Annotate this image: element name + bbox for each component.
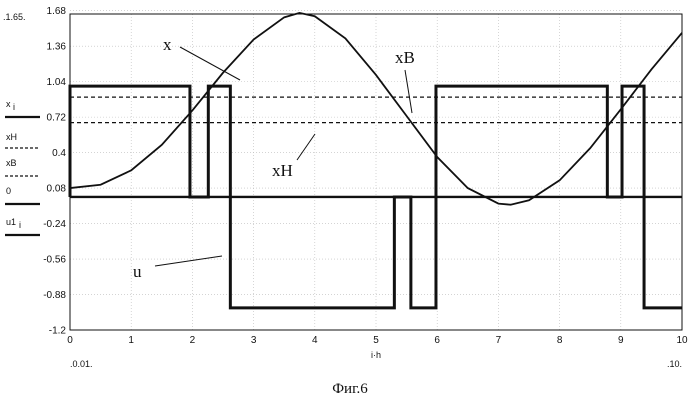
x-tick-label: 0 (67, 335, 73, 346)
y-tick-label: 0.72 (47, 113, 67, 124)
annotation-xB-leader (405, 70, 412, 113)
x-axis-label: i·h (371, 350, 381, 360)
x-range-min: .0.01. (70, 359, 93, 369)
x-tick-label: 1 (128, 335, 134, 346)
annotation-u: u (133, 262, 142, 281)
x-tick-labels: 0 1 2 3 4 5 6 7 8 9 10 (67, 335, 688, 346)
x-range-max: .10. (667, 359, 682, 369)
x-tick-label: 2 (190, 335, 196, 346)
chart: 1.68 1.36 1.04 0.72 0.4 0.08 -0.24 -0.56 -0.88 -1… (0, 0, 700, 380)
x-tick-label: 8 (557, 335, 563, 346)
y-tick-label: 1.36 (47, 42, 67, 53)
x-tick-label: 3 (251, 335, 257, 346)
annotation-x: x (163, 35, 172, 54)
legend-x: x (6, 99, 11, 109)
x-tick-label: 7 (496, 335, 502, 346)
plot-frame (70, 14, 682, 330)
figure-caption: Фиг.6 (0, 381, 700, 398)
legend-xH: xH (6, 132, 17, 142)
y-tick-label: -0.56 (43, 255, 66, 266)
legend-u1: u1 (6, 217, 16, 227)
legend-xB: xB (6, 158, 17, 168)
grid (70, 11, 682, 330)
legend-u1-subscript: i (19, 220, 21, 230)
y-tick-label: 1.68 (47, 6, 67, 17)
x-tick-label: 5 (373, 335, 379, 346)
x-tick-label: 4 (312, 335, 318, 346)
y-tick-label: 0.4 (52, 148, 66, 159)
x-tick-label: 10 (676, 335, 688, 346)
y-range-label-top: .1.65. (3, 12, 26, 22)
y-tick-label: 0.08 (47, 184, 67, 195)
legend-x-subscript: i (13, 102, 15, 112)
left-legend: .1.65. x i xH xB 0 u1 i (3, 12, 40, 235)
y-tick-label: -0.24 (43, 219, 66, 230)
x-tick-label: 9 (618, 335, 624, 346)
annotation-xB: xB (395, 48, 415, 67)
x-tick-label: 6 (434, 335, 440, 346)
legend-zero: 0 (6, 186, 11, 196)
y-tick-label: 1.04 (47, 77, 67, 88)
annotation-u-leader (155, 256, 222, 266)
annotation-xH: xH (272, 161, 293, 180)
y-tick-label: -1.2 (49, 326, 67, 337)
y-tick-label: -0.88 (43, 290, 66, 301)
annotation-xH-leader (297, 134, 315, 160)
y-tick-labels: 1.68 1.36 1.04 0.72 0.4 0.08 -0.24 -0.56 -0.88 -1… (43, 6, 66, 336)
